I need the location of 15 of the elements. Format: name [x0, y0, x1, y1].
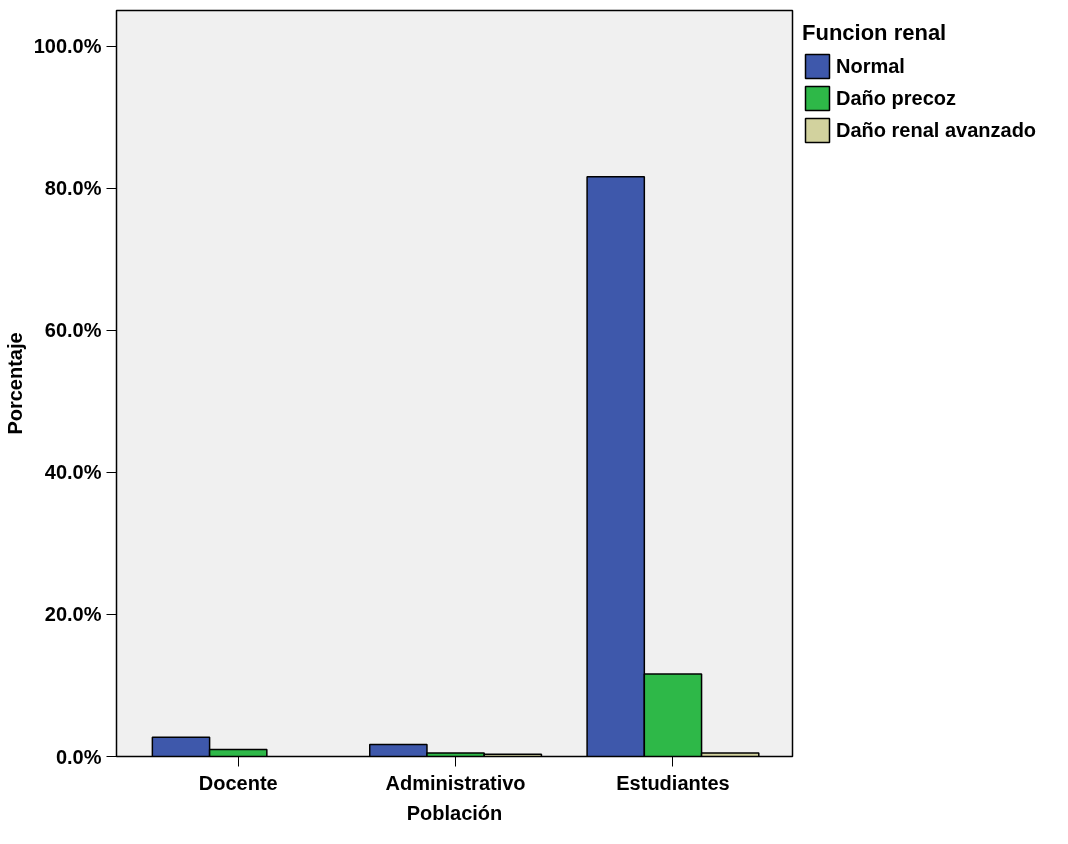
y-tick-label: 40.0%	[44, 461, 102, 484]
legend-label: Daño renal avanzado	[836, 118, 1037, 142]
legend-label: Normal	[836, 54, 905, 78]
y-tick-label: 0.0%	[55, 745, 102, 768]
x-tick-label: Administrativo	[385, 771, 526, 794]
x-axis-title: Población	[406, 801, 503, 824]
legend-label: Daño precoz	[836, 86, 957, 110]
legend-title: Funcion renal	[802, 20, 948, 46]
y-tick-label: 80.0%	[44, 177, 102, 200]
y-tick-label: 100.0%	[33, 35, 102, 58]
y-axis-title: Porcentaje	[3, 332, 26, 435]
x-tick-label: Docente	[198, 771, 278, 794]
x-tick-label: Estudiantes	[616, 771, 730, 794]
y-tick-label: 60.0%	[44, 319, 102, 342]
y-tick-label: 20.0%	[44, 603, 102, 626]
